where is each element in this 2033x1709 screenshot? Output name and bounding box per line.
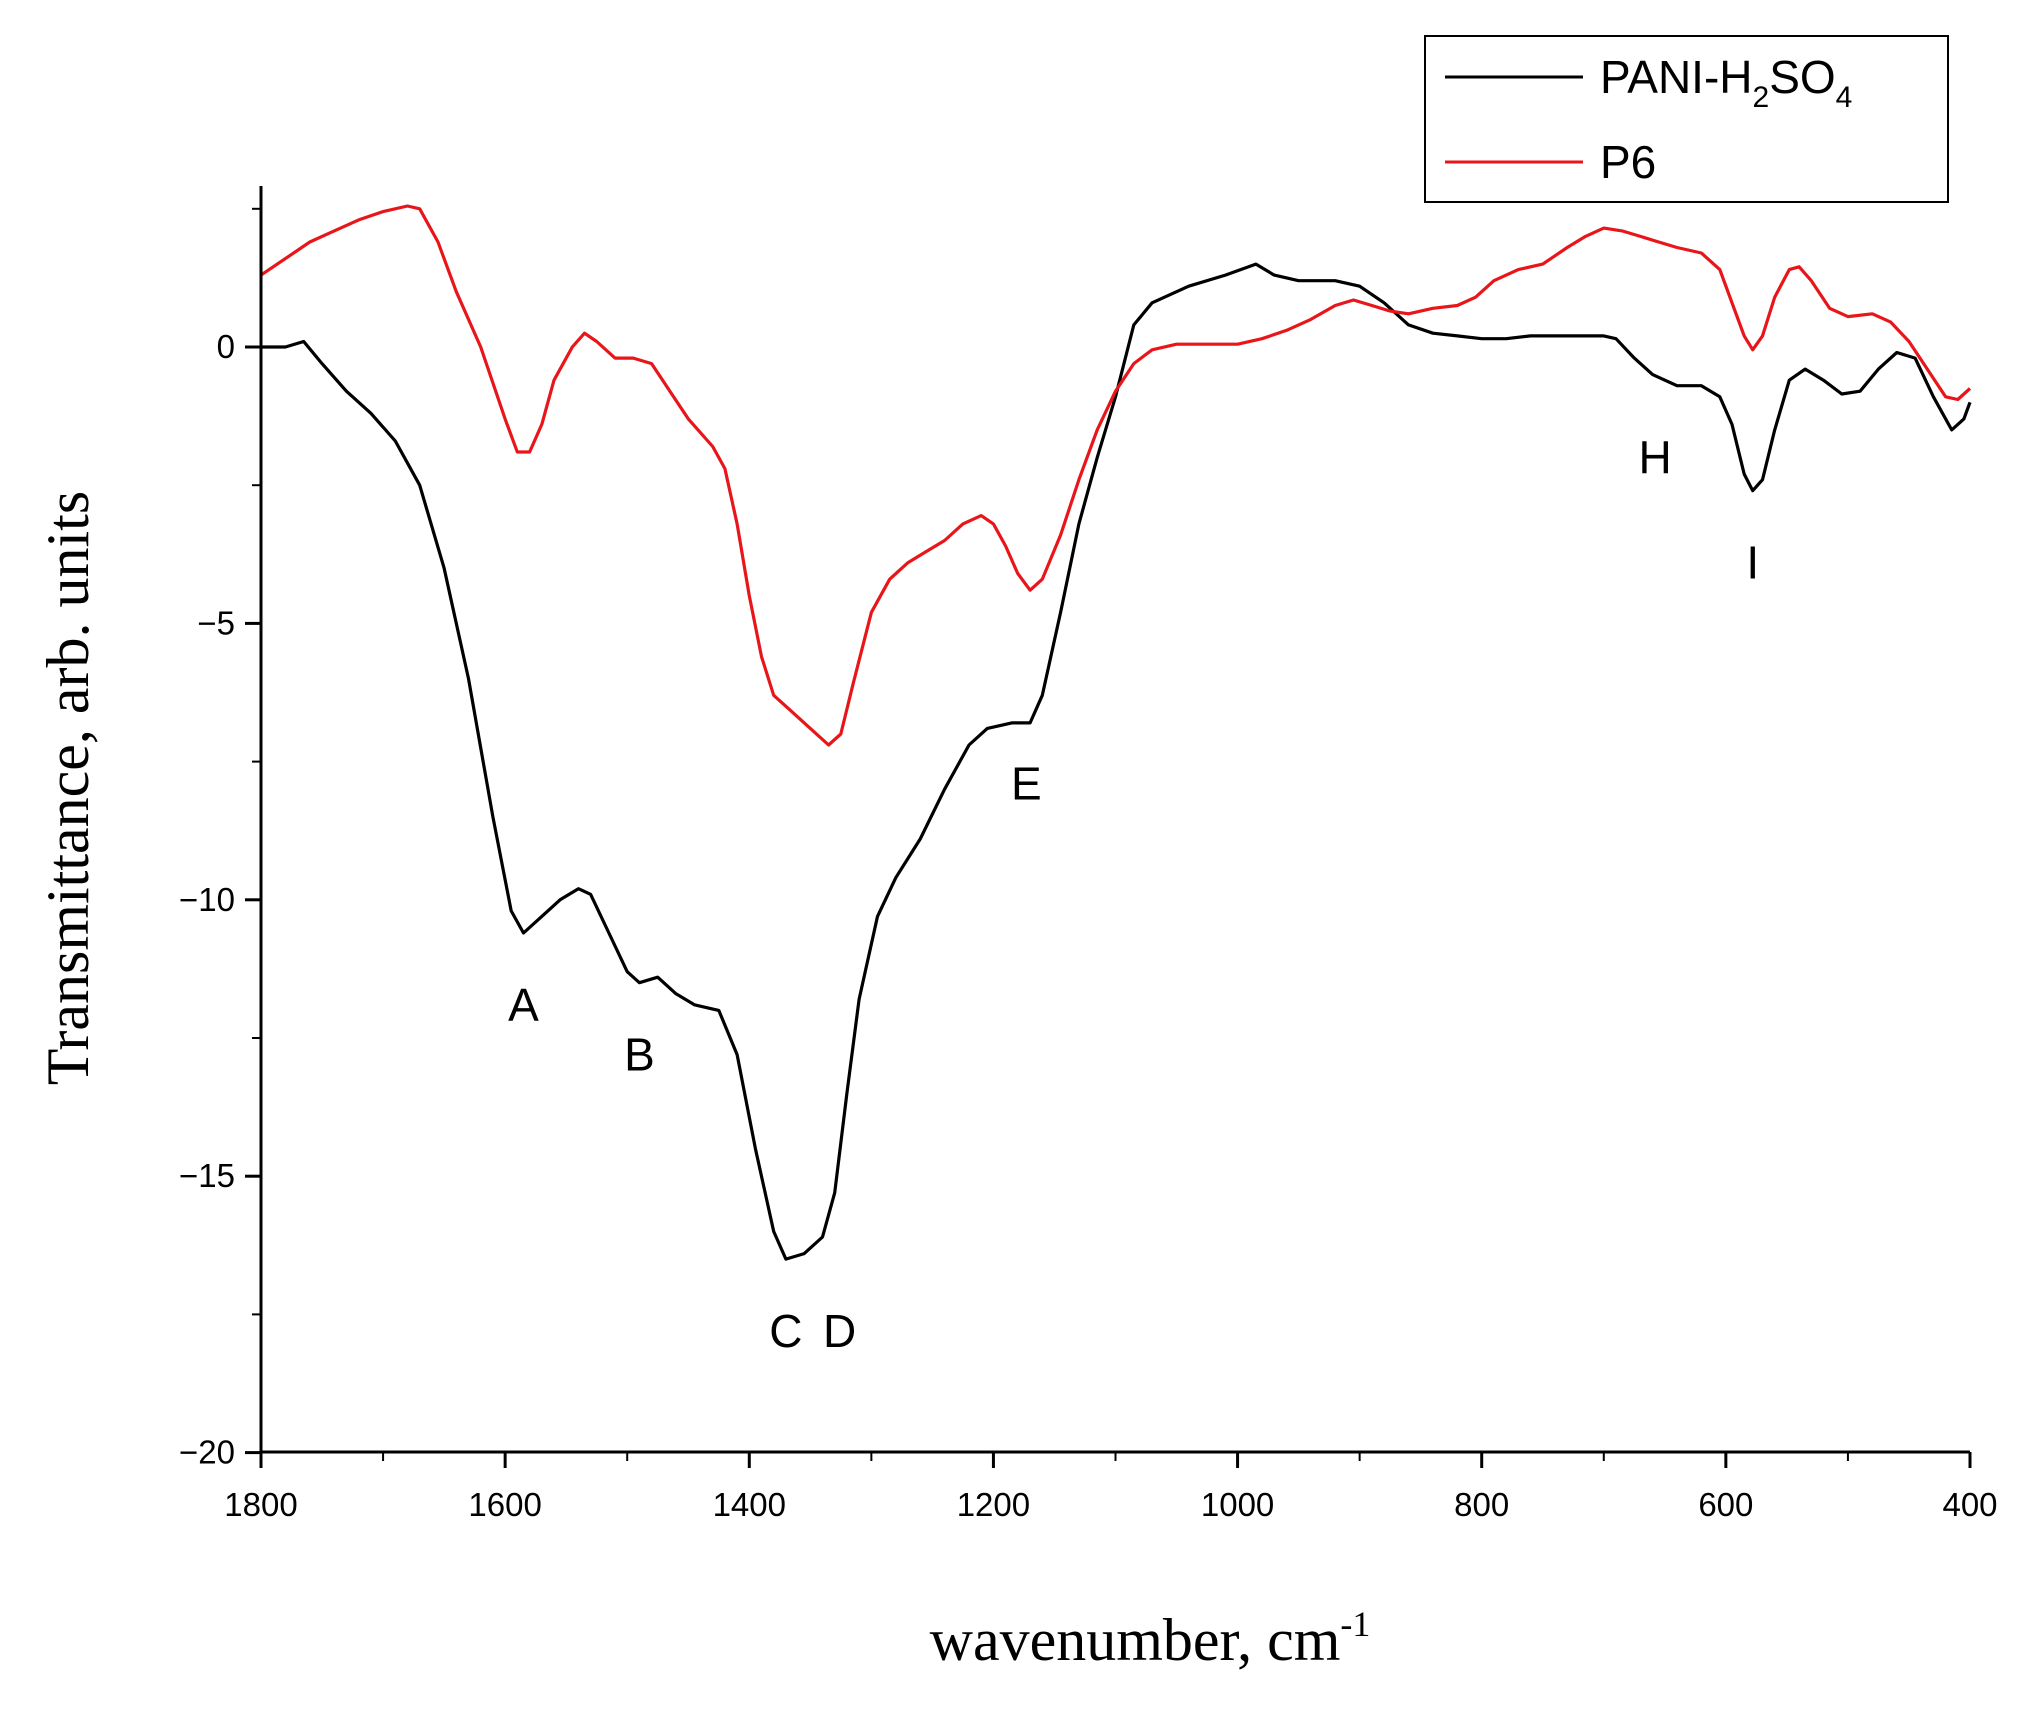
x-tick-label-1600: 1600 [468, 1486, 541, 1523]
x-axis-title: wavenumber, cm-1 [930, 1604, 1371, 1673]
x-tick-label-800: 800 [1454, 1486, 1509, 1523]
y-tick-label--5: −5 [197, 604, 235, 641]
peak-label-c: C [769, 1305, 802, 1357]
peak-label-a: A [508, 979, 539, 1031]
y-tick-label--20: −20 [179, 1434, 235, 1471]
x-tick-label-1200: 1200 [957, 1486, 1030, 1523]
peak-annotations: A B C D E H I [508, 432, 1759, 1357]
peak-label-i: I [1746, 537, 1759, 589]
y-ticks: 0 −5 −10 −15 −20 [179, 207, 261, 1471]
series-line-pani-h2so4 [261, 262, 1972, 1261]
x-tick-label-1800: 1800 [224, 1486, 297, 1523]
plot-area [260, 204, 1972, 1261]
series-line-p6 [260, 204, 1972, 747]
axes [259, 186, 1970, 1454]
legend-label-p6: P6 [1600, 136, 1656, 188]
peak-label-b: B [624, 1029, 655, 1081]
y-tick-label--10: −10 [179, 881, 235, 918]
legend-label-pani-h2so4: PANI-H2SO4 [1600, 51, 1852, 114]
x-axis-title-text: wavenumber, cm [930, 1607, 1341, 1673]
y-axis-title: Transmittance, arb. units [35, 491, 101, 1085]
x-tick-label-600: 600 [1698, 1486, 1753, 1523]
x-tick-label-400: 400 [1942, 1486, 1997, 1523]
legend-box [1424, 35, 1949, 203]
peak-label-d: D [823, 1305, 856, 1357]
peak-label-e: E [1011, 758, 1042, 810]
x-axis-title-superscript: -1 [1340, 1604, 1370, 1644]
y-tick-label-0: 0 [217, 328, 235, 365]
legend: PANI-H2SO4 P6 [1424, 35, 1949, 203]
x-tick-label-1400: 1400 [713, 1486, 786, 1523]
x-tick-label-1000: 1000 [1201, 1486, 1274, 1523]
x-ticks: 1800 1600 1400 1200 1000 800 600 400 [224, 1452, 1998, 1523]
y-tick-label--15: −15 [179, 1157, 235, 1194]
peak-label-h: H [1638, 432, 1671, 484]
